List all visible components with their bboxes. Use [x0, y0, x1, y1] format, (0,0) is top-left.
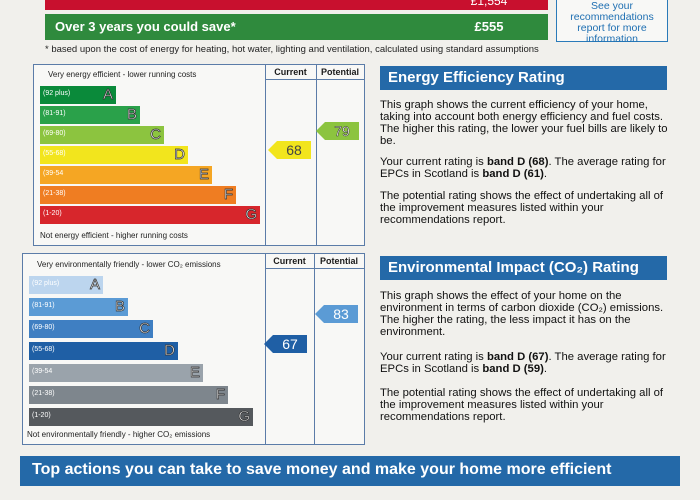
recommendations-note: See your recommendations report for more… [556, 0, 668, 45]
band-letter: B [114, 298, 126, 316]
chart-top-caption: Very environmentally friendly - lower CO… [37, 260, 221, 269]
band-a: (92 plus) A [29, 276, 103, 294]
band-range: (39-54 [43, 170, 64, 177]
band-g: (1-20) G [40, 206, 260, 224]
current-column-header: Current [265, 65, 316, 80]
potential-rating-value: 83 [333, 306, 349, 322]
band-d: (55-68) D [29, 342, 178, 360]
potential-rating-value: 79 [334, 123, 350, 140]
current-rating-arrow: 68 [268, 141, 311, 159]
energy-rating-current: Your current rating is band D (68). The … [380, 156, 666, 180]
current-rating-value: 68 [286, 142, 302, 158]
potential-rating-arrow: 79 [316, 122, 359, 140]
potential-column-header: Potential [314, 254, 364, 269]
current-column-header: Current [265, 254, 314, 269]
energy-rating-description: This graph shows the current efficiency … [380, 99, 668, 147]
estimated-costs-value: £1,554 [430, 0, 548, 10]
estimated-costs-label [45, 0, 430, 10]
footnote: * based upon the cost of energy for heat… [45, 44, 539, 55]
band-range: (69-80) [43, 130, 66, 137]
band-letter: F [223, 186, 233, 204]
environmental-rating-current: Your current rating is band D (67). The … [380, 351, 666, 375]
band-letter: G [245, 206, 257, 224]
band-b: (81-91) B [40, 106, 140, 124]
energy-rating-potential: The potential rating shows the effect of… [380, 190, 664, 226]
environmental-rating-description: This graph shows the effect of your home… [380, 290, 664, 338]
band-d: (55-68) D [40, 146, 188, 164]
band-f: (21-38) F [40, 186, 236, 204]
arrow-tip [315, 305, 324, 323]
band-range: (39-54 [32, 368, 53, 375]
band-letter: D [164, 342, 176, 360]
band-letter: A [102, 86, 114, 104]
band-range: (92 plus) [43, 90, 71, 97]
band-a: (92 plus) A [40, 86, 116, 104]
environmental-rating-heading: Environmental Impact (CO₂) Rating [380, 256, 667, 280]
band-letter: E [198, 166, 210, 184]
potential-rating-arrow: 83 [315, 305, 358, 323]
band-range: (92 plus) [32, 280, 60, 287]
band-range: (55-68) [43, 150, 66, 157]
arrow-tip [264, 335, 273, 353]
band-letter: D [174, 146, 186, 164]
band-c: (69-80) C [40, 126, 164, 144]
environmental-impact-chart: Current Potential Very environmentally f… [22, 253, 365, 445]
band-range: (81-91) [43, 110, 66, 117]
band-letter: G [238, 408, 250, 426]
energy-efficiency-chart: Current Potential Very energy efficient … [33, 64, 365, 246]
band-e: (39-54 E [40, 166, 212, 184]
band-range: (21-38) [32, 390, 55, 397]
potential-column-header: Potential [316, 65, 364, 80]
band-letter: C [150, 126, 162, 144]
band-range: (81-91) [32, 302, 55, 309]
band-b: (81-91) B [29, 298, 128, 316]
current-rating-value: 67 [282, 336, 298, 352]
band-range: (21-38) [43, 190, 66, 197]
band-range: (69-80) [32, 324, 55, 331]
current-rating-arrow: 67 [264, 335, 307, 353]
chart-bottom-caption: Not environmentally friendly - higher CO… [27, 430, 211, 439]
top-actions-heading: Top actions you can take to save money a… [20, 456, 680, 486]
band-range: (55-68) [32, 346, 55, 353]
arrow-tip [268, 141, 277, 159]
energy-rating-heading: Energy Efficiency Rating [380, 66, 667, 90]
band-range: (1-20) [32, 412, 51, 419]
chart-top-caption: Very energy efficient - lower running co… [48, 70, 197, 79]
band-letter: E [189, 364, 201, 382]
band-letter: B [126, 106, 138, 124]
savings-label: Over 3 years you could save* [45, 14, 430, 40]
band-f: (21-38) F [29, 386, 228, 404]
band-letter: C [139, 320, 151, 338]
band-g: (1-20) G [29, 408, 253, 426]
band-c: (69-80) C [29, 320, 153, 338]
band-letter: F [215, 386, 225, 404]
chart-bottom-caption: Not energy efficient - higher running co… [40, 231, 188, 240]
band-range: (1-20) [43, 210, 62, 217]
band-letter: A [89, 276, 101, 294]
band-e: (39-54 E [29, 364, 203, 382]
environmental-rating-potential: The potential rating shows the effect of… [380, 387, 664, 423]
savings-value: £555 [430, 14, 548, 40]
arrow-tip [316, 122, 325, 140]
